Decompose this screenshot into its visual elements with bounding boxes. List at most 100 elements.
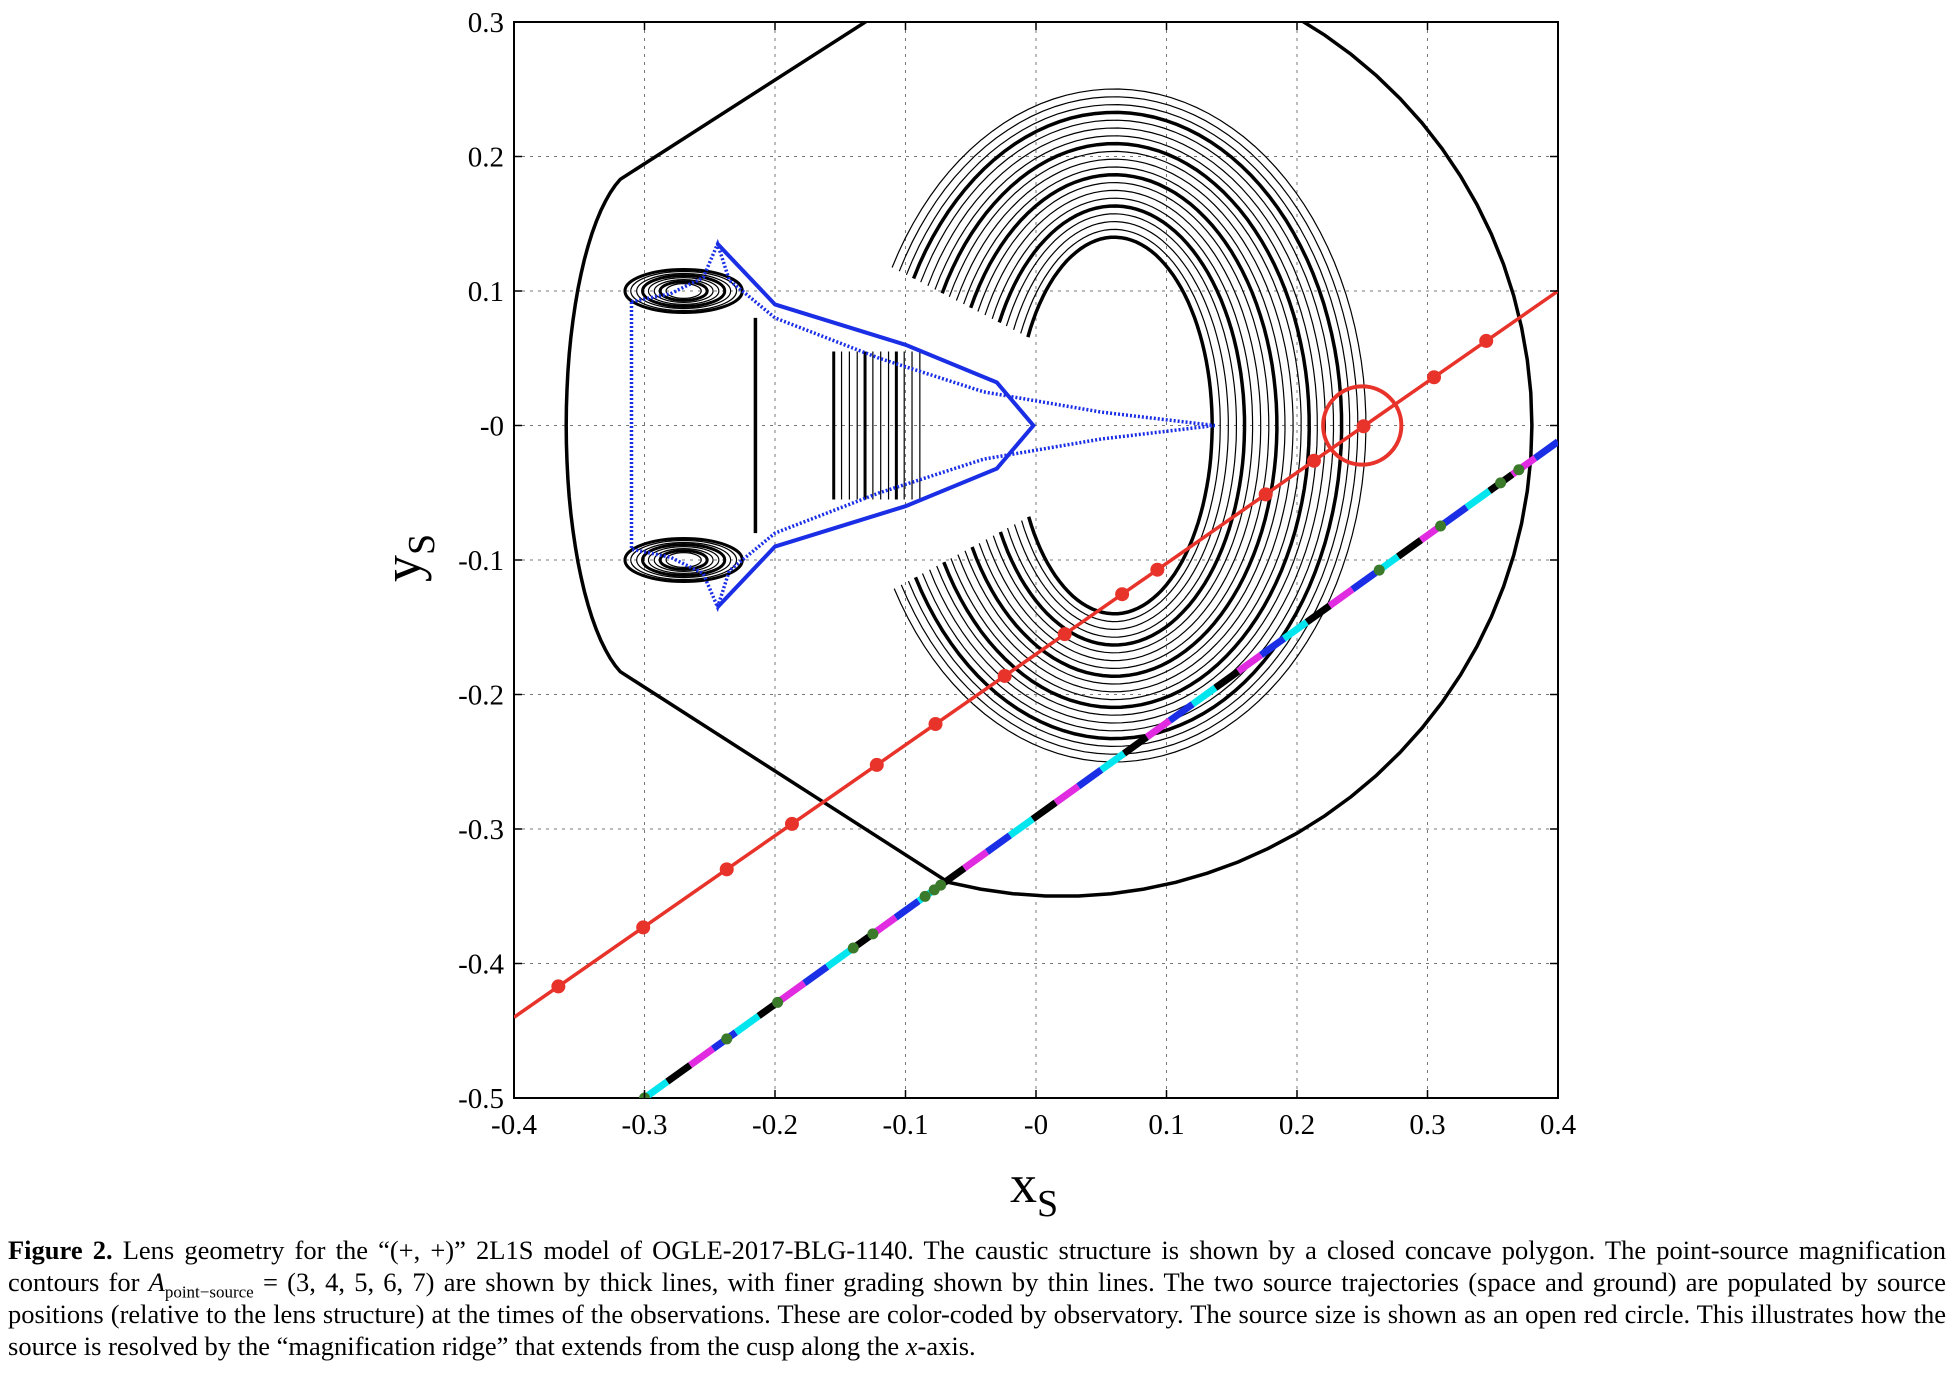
ground-trajectory-segment xyxy=(1259,635,1286,658)
ground-trajectory-segment xyxy=(985,832,1012,855)
y-axis-label-main: y xyxy=(372,555,432,582)
ground-trajectory-segment xyxy=(1167,701,1195,724)
space-observation-point xyxy=(1258,487,1273,502)
ground-trajectory-segment xyxy=(1396,537,1424,560)
contour-thin xyxy=(927,127,1327,724)
contour-lobe xyxy=(636,541,732,579)
y-tick-label: -0.5 xyxy=(458,1083,504,1115)
x-axis-label-main: x xyxy=(1010,1154,1037,1214)
ground-trajectory-segment xyxy=(962,849,990,872)
space-observation-point xyxy=(1356,419,1371,434)
y-axis-label: yS xyxy=(372,534,443,582)
x-tick-label: 0.4 xyxy=(1540,1109,1577,1141)
caption-axis-word: x xyxy=(905,1331,918,1361)
ground-observation-point xyxy=(1435,520,1447,532)
ground-trajectory-segment xyxy=(779,980,807,1003)
contour-thick xyxy=(997,204,1247,647)
ground-trajectory-segment xyxy=(1350,570,1378,593)
contour-thin xyxy=(1020,228,1221,623)
ground-trajectory-segment xyxy=(1030,799,1058,822)
y-tick-label: 0.3 xyxy=(468,7,504,39)
caption-text-2: = (3, 4, 5, 6, 7) are shown by thick lin… xyxy=(8,1267,1946,1361)
ground-trajectory-segment xyxy=(1122,734,1149,757)
plot-content xyxy=(514,22,1558,1098)
ground-observation-point xyxy=(1513,464,1525,476)
contour-thick xyxy=(911,110,1344,741)
y-tick-label: -0.4 xyxy=(458,949,504,981)
ground-trajectory-segment xyxy=(1007,816,1035,839)
caption-label: Figure 2. xyxy=(8,1235,113,1265)
y-axis-ticks: 0.3 0.2 0.1 -0 -0.1 -0.2 -0.3 -0.4 -0.5 xyxy=(458,7,1558,1115)
space-trajectory xyxy=(514,289,1558,1019)
x-axis-label-sub: S xyxy=(1037,1183,1058,1225)
y-tick-label: -0.1 xyxy=(458,545,504,577)
x-axis-ticks: -0.4 -0.3 -0.2 -0.1 -0 0.1 0.2 0.3 0.4 xyxy=(491,22,1577,1141)
contour-outer xyxy=(564,22,1534,898)
contour-lobe xyxy=(641,274,727,308)
y-tick-label: -0 xyxy=(480,411,504,443)
y-axis-label-sub: S xyxy=(401,534,443,555)
space-observation-point xyxy=(1150,562,1165,577)
space-observation-point xyxy=(1115,587,1130,602)
lens-geometry-figure: -0.4 -0.3 -0.2 -0.1 -0 0.1 0.2 0.3 0.4 0.3 0.2 0.1… xyxy=(372,7,1577,1225)
ground-observation-point xyxy=(772,996,784,1008)
ground-observation-point xyxy=(935,879,947,891)
contour-lobe xyxy=(653,547,714,572)
contour-lobe xyxy=(647,277,720,306)
contour-thin xyxy=(984,189,1262,662)
source-size-circle-group xyxy=(1321,384,1404,467)
ground-trajectory-segment xyxy=(825,947,853,970)
ground-observation-point xyxy=(847,942,859,954)
caption-symbol-subscript: point−source xyxy=(164,1282,254,1302)
x-tick-label: -0.2 xyxy=(752,1109,798,1141)
ground-trajectory-segment xyxy=(1099,750,1127,773)
contour-thin xyxy=(934,135,1318,716)
caption-symbol: A xyxy=(148,1267,165,1297)
space-trajectory-line xyxy=(514,289,1558,1019)
space-observation-point xyxy=(551,979,566,994)
ground-trajectory-segment xyxy=(1304,602,1332,625)
ground-trajectory-segment xyxy=(733,1013,761,1036)
space-observation-point xyxy=(1479,333,1494,348)
x-axis-label: xS xyxy=(1010,1154,1058,1225)
y-tick-label: -0.3 xyxy=(458,814,504,846)
ground-trajectory-segment xyxy=(1190,684,1218,708)
contour-lobe xyxy=(665,551,702,568)
x-tick-label: -0.4 xyxy=(491,1109,537,1141)
caustic-curve xyxy=(629,238,1216,613)
contour-lobe xyxy=(630,539,738,581)
ground-trajectory-segment xyxy=(893,898,921,921)
ground-trajectory-segment xyxy=(1533,438,1558,461)
ground-trajectory xyxy=(639,438,1558,1098)
ground-trajectory-segment xyxy=(1213,668,1241,691)
ground-trajectory-segment xyxy=(802,963,830,986)
space-observation-point xyxy=(784,816,799,831)
contour-thin xyxy=(991,197,1254,654)
figure-caption: Figure 2. Lens geometry for the “(+, +)”… xyxy=(8,1234,1946,1362)
contour-thin xyxy=(905,103,1351,748)
contour-thin xyxy=(977,181,1270,670)
ground-trajectory-segment xyxy=(665,1062,693,1085)
y-tick-label: 0.1 xyxy=(468,276,504,308)
x-tick-label: 0.1 xyxy=(1148,1109,1184,1141)
contour-lobe xyxy=(653,279,714,304)
x-tick-label: -0 xyxy=(1024,1109,1048,1141)
contour-lobe xyxy=(665,283,702,300)
contour-lobe xyxy=(647,545,720,574)
space-observation-point xyxy=(997,668,1012,683)
ground-trajectory-segment xyxy=(688,1045,716,1069)
contour-thin xyxy=(955,158,1294,693)
space-observation-point xyxy=(1427,370,1442,385)
caustic-inner-curve xyxy=(716,242,1037,609)
ground-trajectory-segment xyxy=(1327,586,1355,609)
ground-trajectory-segment xyxy=(1464,488,1492,511)
contour-thin xyxy=(920,119,1335,732)
ground-trajectory-segment xyxy=(1236,652,1264,675)
ground-observation-point xyxy=(867,928,879,940)
space-observation-point xyxy=(1306,453,1321,468)
x-tick-label: -0.3 xyxy=(622,1109,668,1141)
contour-thin xyxy=(963,166,1286,685)
ground-observation-point xyxy=(919,890,931,902)
caption-text-3: -axis. xyxy=(917,1331,976,1361)
contour-lobe xyxy=(630,270,738,312)
